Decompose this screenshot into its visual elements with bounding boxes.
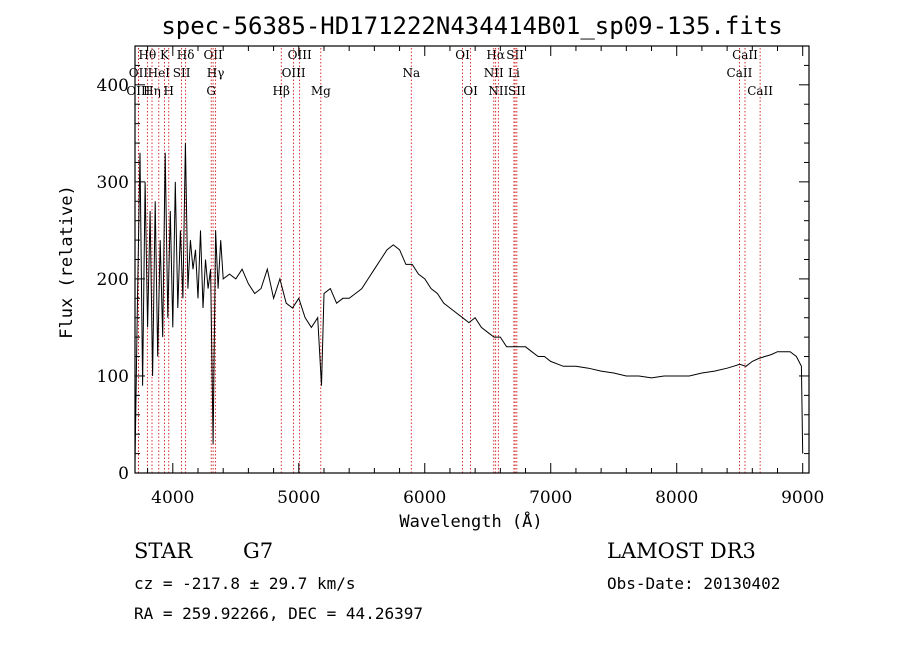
x-tick-label: 4000	[151, 488, 194, 508]
line-label: CaII	[732, 48, 758, 62]
line-label: OIII	[282, 66, 306, 80]
line-label: NII	[484, 66, 504, 80]
spectrum-line	[134, 142, 804, 464]
line-label: OII	[203, 48, 223, 62]
line-label: SII	[173, 66, 191, 80]
x-tick-label: 8000	[655, 488, 698, 508]
line-label: K	[160, 48, 170, 62]
line-label: Na	[402, 66, 420, 80]
line-label: CaII	[747, 84, 773, 98]
x-tick-label: 7000	[529, 488, 572, 508]
line-label: NII	[488, 84, 508, 98]
y-tick-label: 200	[97, 270, 129, 290]
line-label: Hδ	[177, 48, 195, 62]
line-label: Hα	[486, 48, 505, 62]
line-label: OI	[463, 84, 478, 98]
line-label: CaII	[727, 66, 753, 80]
line-label: G	[206, 84, 216, 98]
object-type: STAR	[134, 539, 193, 563]
subclass: G7	[243, 539, 274, 563]
line-label: Li	[508, 66, 520, 80]
line-label: HeI	[148, 66, 171, 80]
x-tick-label: 6000	[403, 488, 446, 508]
x-tick-label: 9000	[781, 488, 824, 508]
y-tick-label: 400	[97, 76, 129, 96]
ra-dec: RA = 259.92266, DEC = 44.26397	[134, 604, 423, 623]
redshift-cz: cz = -217.8 ± 29.7 km/s	[134, 574, 356, 593]
y-axis-ticks: 0 100 200 300 400	[97, 45, 809, 484]
chart-title: spec-56385-HD171222N434414B01_sp09-135.f…	[161, 12, 782, 40]
y-tick-label: 300	[97, 173, 129, 193]
y-axis-label: Flux (relative)	[57, 185, 77, 339]
x-axis-ticks: 4000 5000 6000 7000 8000 9000	[147, 46, 824, 508]
y-tick-label: 0	[118, 464, 129, 484]
obs-date: Obs-Date: 20130402	[607, 574, 781, 593]
line-label: Hβ	[273, 84, 290, 98]
line-label: OIII	[288, 48, 312, 62]
y-tick-label: 100	[97, 367, 129, 387]
plot-frame	[134, 45, 810, 474]
line-label: OI	[455, 48, 470, 62]
line-label: Hη	[143, 84, 161, 98]
survey-name: LAMOST DR3	[607, 539, 756, 563]
line-label: Hγ	[207, 66, 225, 80]
line-label: H	[164, 84, 174, 98]
x-axis-label: Wavelength (Å)	[399, 510, 542, 532]
x-tick-label: 5000	[277, 488, 320, 508]
line-label: OIII	[126, 84, 150, 98]
line-label: Mg	[311, 84, 331, 98]
line-label: SII	[508, 84, 526, 98]
line-label: SII	[506, 48, 524, 62]
